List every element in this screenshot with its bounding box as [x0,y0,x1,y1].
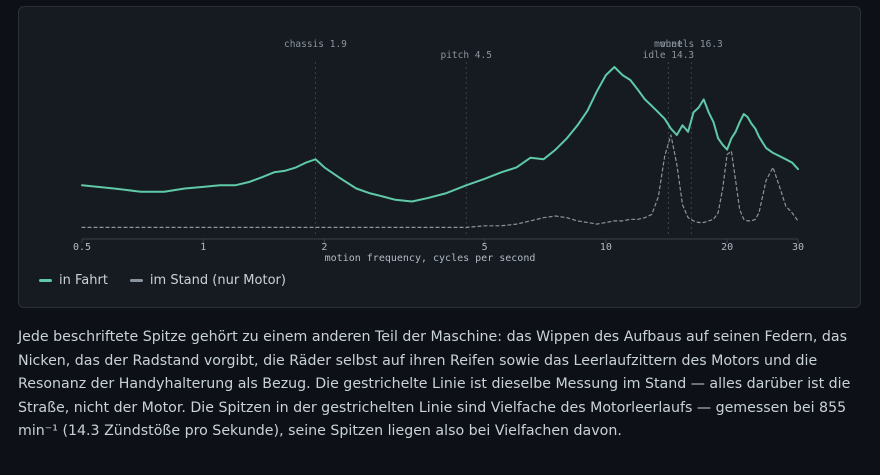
x-tick-label: 0.5 [73,242,91,253]
x-tick-label: 1 [200,242,206,253]
x-tick-label: 30 [792,242,804,253]
annotation-label: chassis 1.9 [284,39,347,50]
annotation-label: mount [654,39,683,50]
x-axis-label: motion frequency, cycles per second [325,253,536,264]
x-tick-label: 10 [600,242,612,253]
annotation-label: pitch 4.5 [440,50,491,61]
chart-card: chassis 1.9 pitch 4.5 idle 14.3 wheels 16.3… [18,6,861,308]
x-tick-label: 2 [321,242,327,253]
series-line-in-fahrt [81,66,799,203]
annotation-label: wheels 16.3 [660,39,723,50]
series-line-im-stand [81,134,799,228]
legend-label-im-stand: im Stand (nur Motor) [149,273,286,288]
chart-caption: Jede beschriftete Spitze gehört zu einem… [18,329,851,439]
legend-item-in-fahrt[interactable]: in Fahrt [39,273,108,288]
legend-item-im-stand[interactable]: im Stand (nur Motor) [129,273,286,288]
x-tick-label: 20 [721,242,733,253]
legend-swatch-im-stand [129,279,143,282]
legend-swatch-in-fahrt [39,279,52,282]
chart-legend: in Fahrt im Stand (nur Motor) [39,273,286,288]
legend-label-in-fahrt: in Fahrt [59,273,108,288]
annotation-label: idle 14.3 [643,50,694,61]
x-tick-label: 5 [482,242,488,253]
